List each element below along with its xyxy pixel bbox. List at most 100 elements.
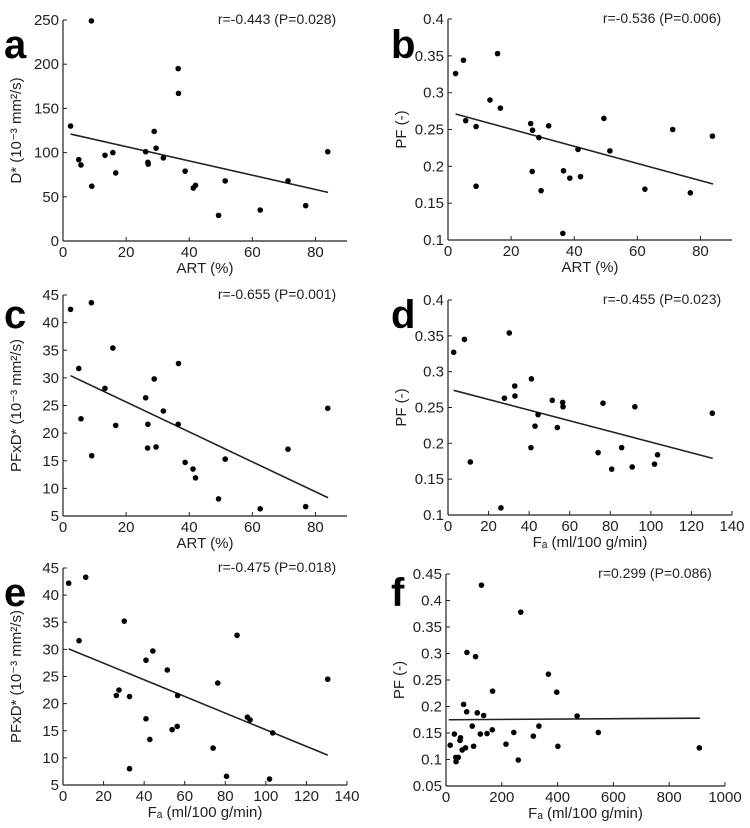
data-point	[696, 745, 703, 751]
data-point	[545, 671, 552, 677]
x-tick-label: 60	[176, 788, 193, 805]
data-point	[88, 452, 95, 459]
data-point	[574, 713, 580, 719]
y-tick-label: 15	[42, 453, 59, 470]
data-point	[601, 115, 607, 122]
data-point	[174, 692, 181, 699]
y-tick-label: 0.1	[423, 232, 444, 249]
data-point	[457, 734, 464, 741]
data-point	[489, 727, 496, 733]
data-point	[478, 582, 485, 588]
data-point	[608, 466, 615, 472]
data-point	[110, 345, 116, 351]
x-tick-label: 140	[334, 788, 359, 805]
y-tick-label: 0.2	[421, 699, 442, 716]
regression-line	[448, 717, 700, 721]
y-tick-label: 35	[42, 614, 59, 631]
x-tick-label: 40	[181, 519, 198, 536]
data-point	[528, 376, 535, 382]
data-point	[575, 146, 581, 153]
y-tick-label: 0.35	[415, 48, 444, 65]
data-point	[527, 120, 534, 127]
data-point	[512, 393, 518, 399]
y-tick-label: 30	[42, 370, 59, 387]
data-point	[501, 395, 508, 401]
panel-letter: f	[391, 571, 405, 615]
data-point	[192, 475, 199, 481]
data-point	[560, 167, 567, 174]
data-point	[192, 182, 199, 189]
x-tick-label: 600	[601, 789, 626, 806]
data-point	[463, 709, 470, 715]
y-tick-label: 25	[42, 398, 59, 415]
data-point	[461, 336, 468, 343]
data-point	[469, 723, 476, 729]
data-point	[112, 422, 119, 429]
y-tick-label: 0.15	[413, 725, 442, 742]
y-tick-label: 0.05	[413, 778, 442, 795]
y-tick-label: 0.4	[421, 593, 442, 610]
data-point	[607, 148, 613, 154]
y-tick-label: 0.4	[423, 292, 444, 309]
x-tick-label: 40	[566, 243, 583, 260]
x-tick-label: 0	[444, 518, 452, 535]
y-tick-label: 0	[51, 233, 59, 250]
correlation-annotation: r=-0.536 (P=0.006)	[603, 10, 721, 26]
y-tick-label: 50	[42, 189, 59, 206]
data-point	[687, 190, 694, 196]
data-point	[126, 765, 133, 772]
data-point	[175, 90, 182, 97]
y-tick-label: 0.3	[423, 85, 444, 102]
y-tick-label: 0.35	[415, 328, 444, 345]
data-point	[451, 731, 458, 737]
x-tick-label: 20	[503, 243, 520, 260]
data-point	[577, 173, 584, 180]
data-point	[88, 299, 95, 306]
data-point	[487, 97, 493, 103]
panel-c: c 0 20 40 60 80 5 10 15 20 25 30 35 40 45 ART (%) PFxD* …	[4, 286, 347, 552]
x-tick-label: 60	[244, 519, 261, 536]
data-point	[214, 680, 221, 686]
data-point	[266, 776, 273, 782]
data-point	[632, 403, 638, 410]
x-tick-label: 1000	[708, 789, 741, 806]
x-axis-label: ART (%)	[177, 260, 234, 277]
x-tick-label: 0	[59, 519, 67, 536]
data-point	[269, 730, 276, 736]
y-tick-label: 0.15	[415, 195, 444, 212]
y-tick-label: 0.45	[413, 566, 442, 583]
x-tick-label: 20	[118, 244, 135, 261]
x-axis-label: ART (%)	[562, 259, 619, 276]
data-point	[75, 365, 82, 372]
data-point	[473, 123, 479, 130]
data-point	[102, 152, 108, 159]
data-point	[175, 360, 182, 367]
x-axis-label: ART (%)	[177, 535, 234, 552]
y-axis-label: PF (-)	[391, 661, 408, 699]
data-point	[126, 693, 133, 700]
y-tick-label: 40	[42, 315, 59, 332]
data-point	[215, 212, 222, 219]
data-point	[535, 411, 541, 418]
x-tick-label: 100	[253, 788, 278, 805]
data-point	[629, 464, 635, 470]
data-point	[78, 162, 84, 168]
y-tick-label: 20	[42, 425, 59, 442]
y-tick-label: 100	[34, 145, 59, 162]
panel-a: a 0 20 40 60 80 0 50 100 150 200 250 ART (%) D* (10⁻³…	[4, 11, 347, 277]
data-point	[460, 57, 467, 64]
x-tick-label: 60	[244, 244, 261, 261]
data-point	[554, 424, 561, 431]
panel-letter: d	[391, 293, 415, 337]
data-point	[567, 175, 573, 181]
data-point	[247, 717, 253, 723]
data-point	[222, 456, 228, 462]
x-tick-label: 0	[59, 788, 67, 805]
x-axis-label: Fₐ (ml/100 g/min)	[528, 805, 643, 822]
x-tick-label: 40	[181, 244, 198, 261]
x-tick-label: 100	[638, 518, 663, 535]
data-point	[151, 128, 157, 135]
x-tick-label: 80	[692, 243, 709, 260]
data-point	[595, 449, 601, 456]
